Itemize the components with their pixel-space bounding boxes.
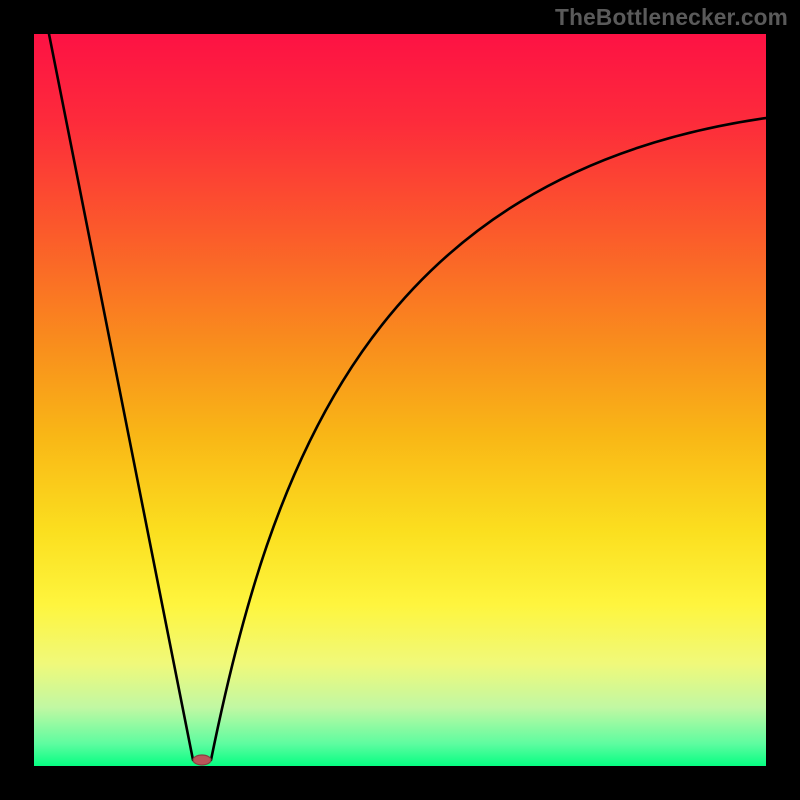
attribution-label: TheBottlenecker.com <box>555 4 788 31</box>
dip-marker <box>193 755 211 765</box>
chart-frame: TheBottlenecker.com <box>0 0 800 800</box>
chart-background-gradient <box>34 34 766 766</box>
bottleneck-chart-svg <box>0 0 800 800</box>
